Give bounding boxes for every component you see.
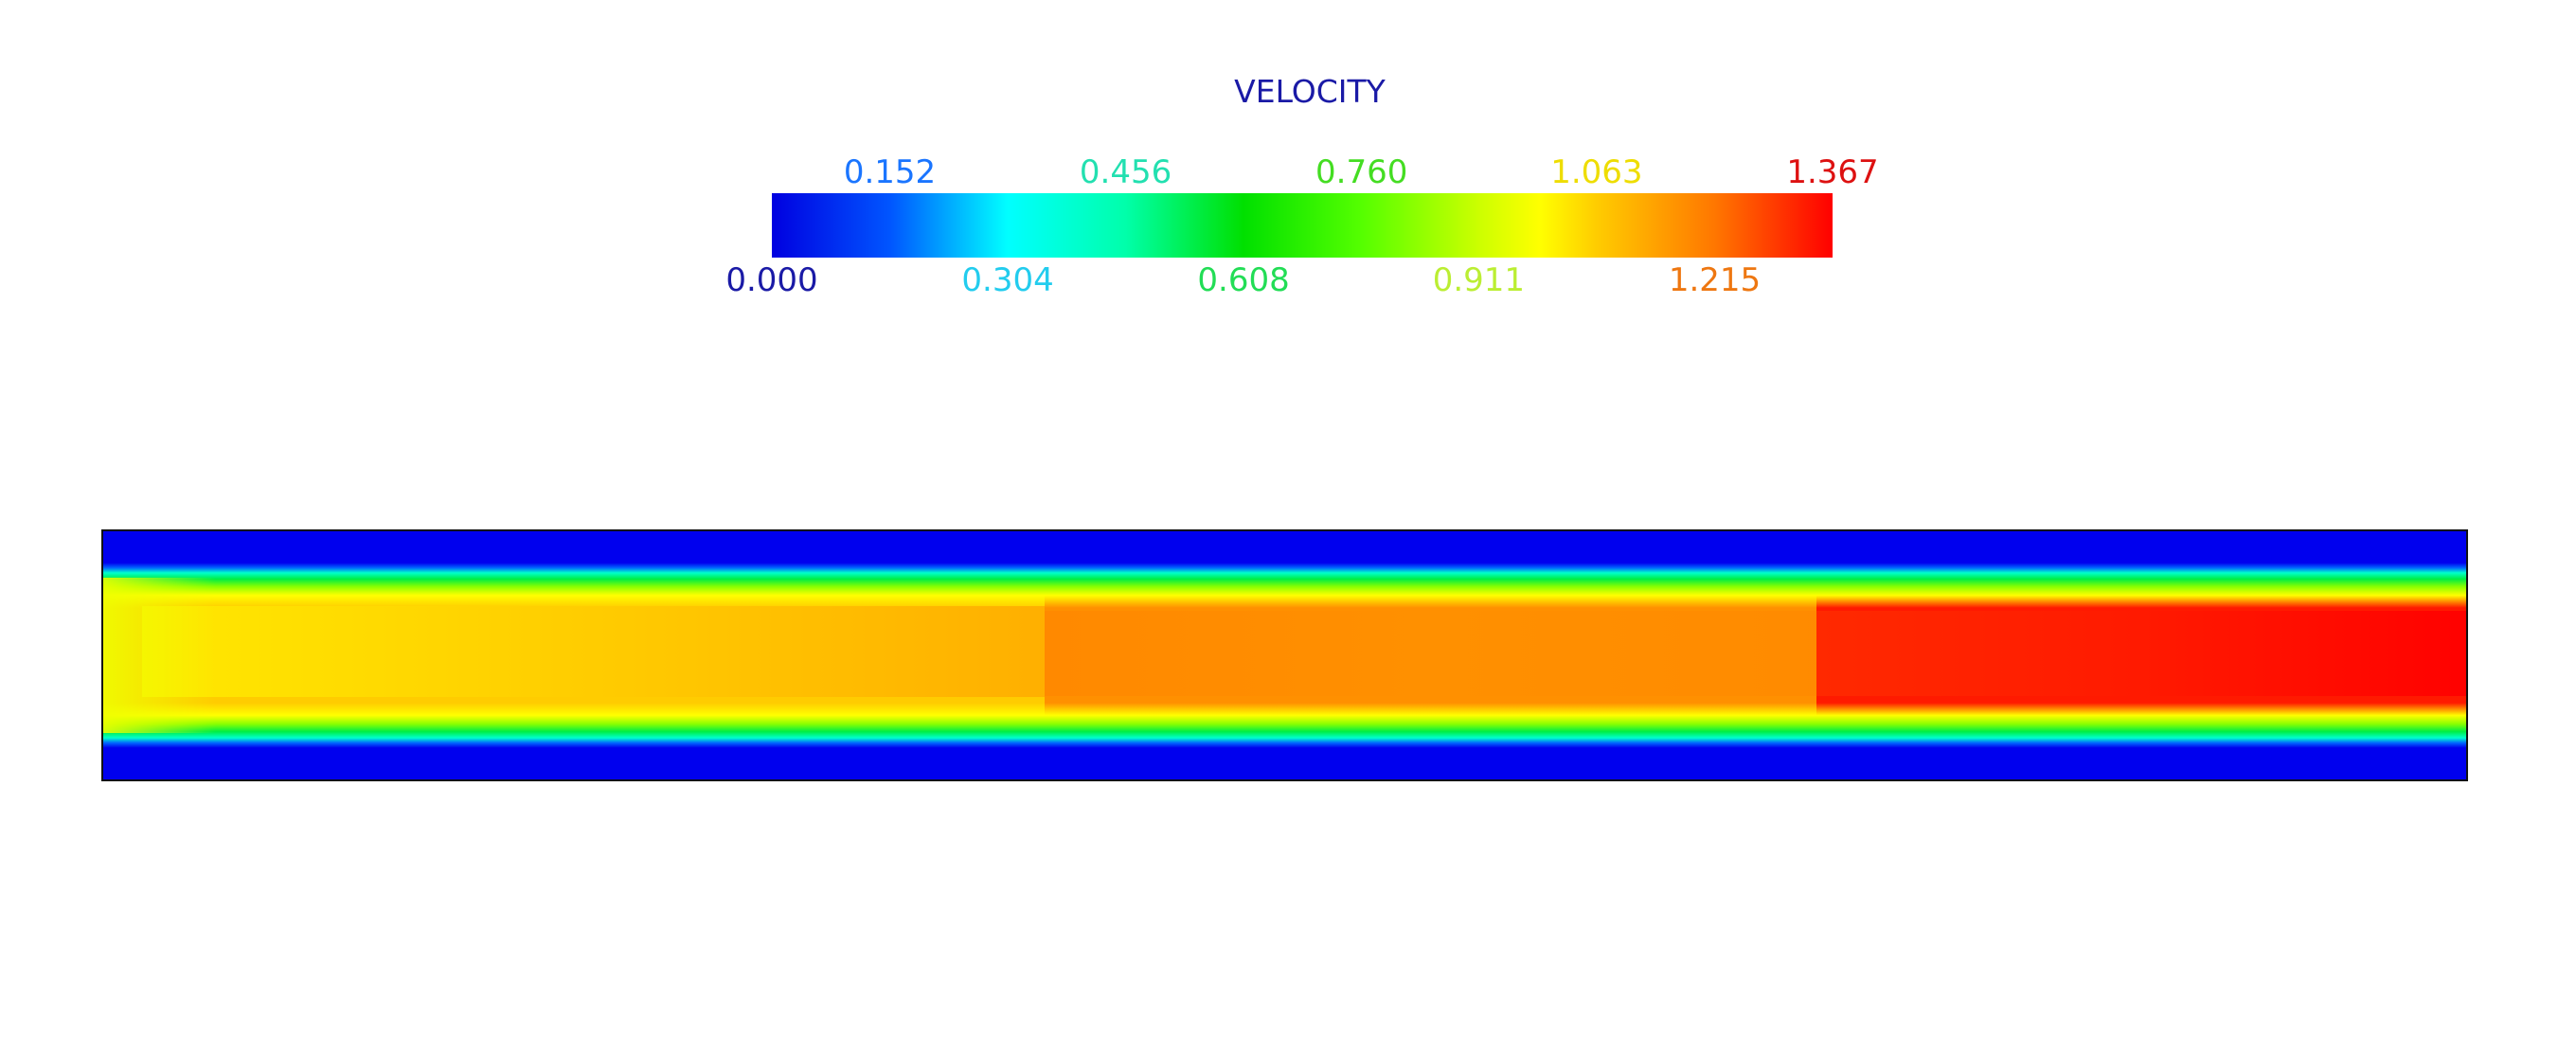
colorbar-legend: VELOCITY 0.152 0.456 0.760 1.063 1.367 0.000…	[725, 73, 1878, 299]
colorbar-bottom-tick-label: 0.304	[961, 261, 1053, 299]
colorbar-ticks-bottom: 0.000 0.304 0.608 0.911 1.215	[725, 261, 1761, 299]
colorbar-bottom-tick-label: 0.608	[1197, 261, 1289, 299]
colorbar-bottom-tick-label: 0.911	[1433, 261, 1525, 299]
colorbar-bottom-tick-label: 1.215	[1669, 261, 1761, 299]
colorbar-bottom-tick-label: 0.000	[725, 261, 817, 299]
colorbar-top-tick-label: 0.760	[1315, 153, 1407, 191]
channel-outline	[101, 529, 2468, 781]
colorbar-top-tick-label: 1.063	[1550, 153, 1642, 191]
middle-segment	[1045, 530, 1816, 780]
outlet-segment	[1816, 530, 2467, 780]
colorbar-top-tick-label: 0.152	[844, 153, 936, 191]
colorbar	[772, 193, 1833, 258]
colorbar-ticks-top: 0.152 0.456 0.760 1.063 1.367	[844, 153, 1879, 191]
colorbar-title: VELOCITY	[1234, 73, 1386, 110]
colorbar-top-tick-label: 0.456	[1080, 153, 1172, 191]
inlet-segment	[102, 530, 1045, 780]
channel-contour	[101, 529, 2468, 781]
colorbar-top-tick-label: 1.367	[1786, 153, 1878, 191]
